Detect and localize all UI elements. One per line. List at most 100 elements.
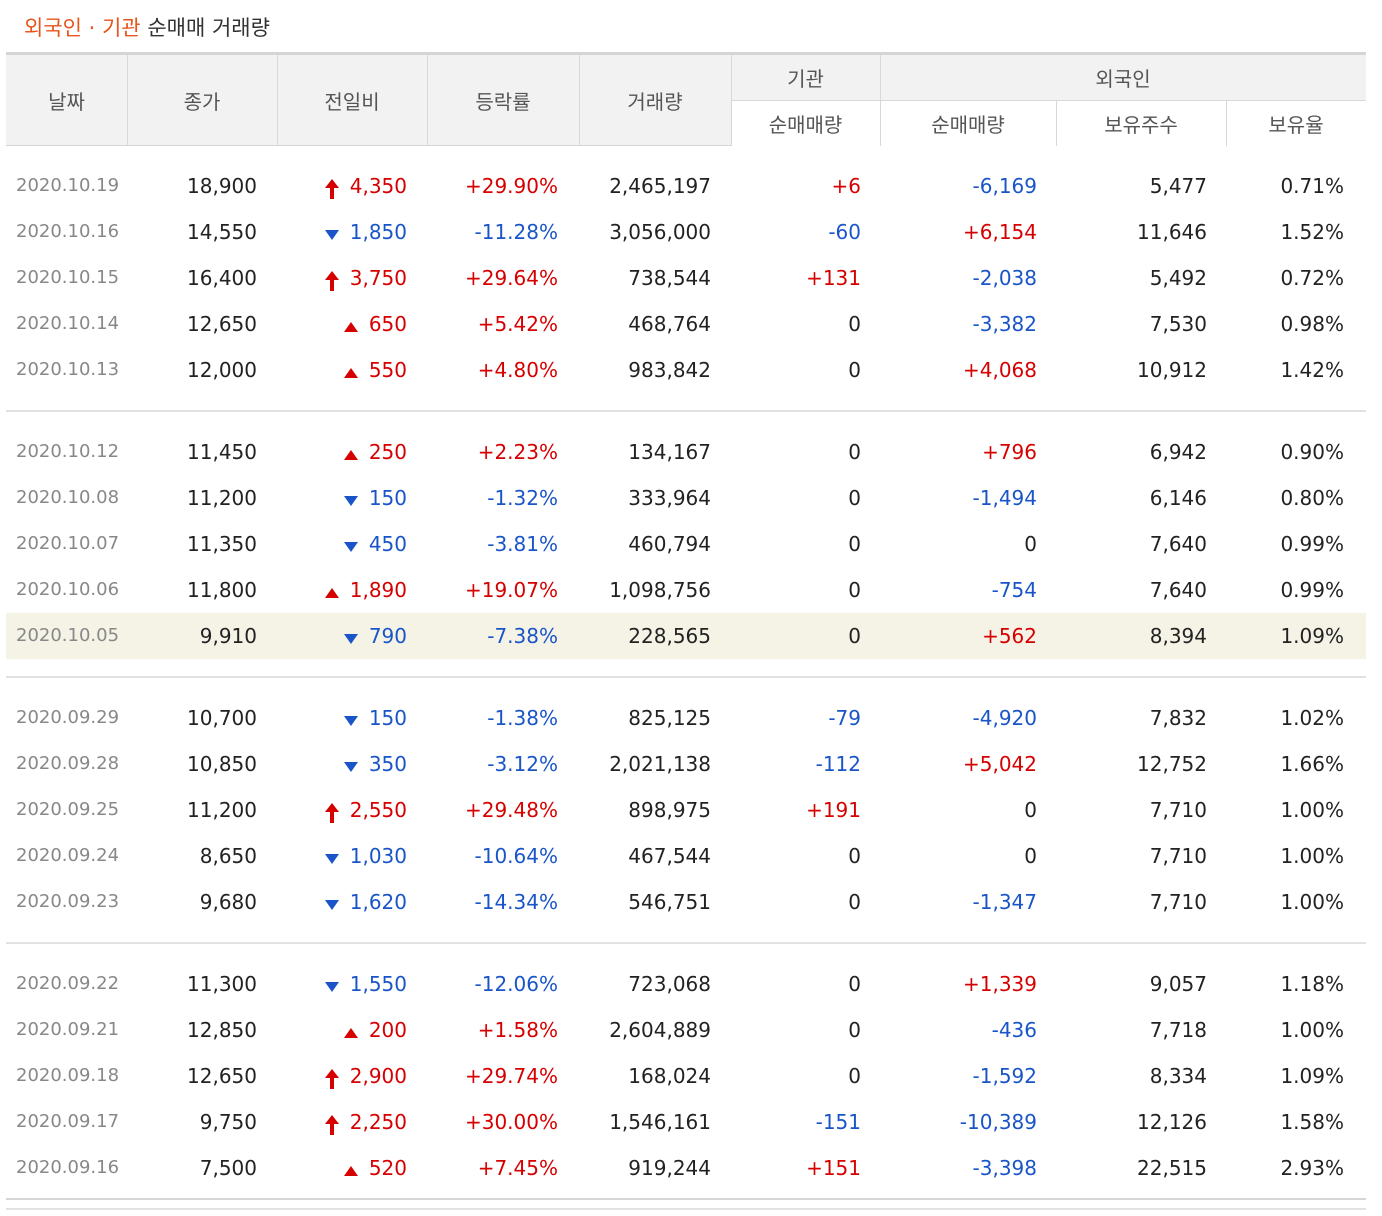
table-row[interactable]: 2020.09.17 9,750 2,250 +30.00% 1,546,161 -151… <box>6 1099 1366 1145</box>
foreigner-net-cell: +1,339 <box>962 972 1037 996</box>
header-volume: 거래량 <box>627 90 683 114</box>
foreigner-ratio-cell: 1.09% <box>1280 1064 1344 1088</box>
date-cell: 2020.09.18 <box>16 1065 120 1086</box>
table-row[interactable]: 2020.10.14 12,650 650 +5.42% 468,764 0 -3,382 7… <box>6 301 1366 347</box>
foreigner-ratio-cell: 1.00% <box>1280 844 1344 868</box>
institution-net-cell: 0 <box>848 890 861 914</box>
foreigner-ratio-cell: 0.99% <box>1280 578 1344 602</box>
foreigner-net-cell: -436 <box>991 1018 1037 1042</box>
header-close: 종가 <box>183 90 221 114</box>
date-cell: 2020.09.16 <box>16 1157 120 1178</box>
date-cell: 2020.10.16 <box>16 221 120 242</box>
foreigner-ratio-cell: 0.90% <box>1280 440 1344 464</box>
change-rate-cell: -3.12% <box>487 752 558 776</box>
foreigner-net-cell: +6,154 <box>962 220 1037 244</box>
foreigner-net-cell: -10,389 <box>959 1110 1037 1134</box>
header-forn-holdings: 보유주수 <box>1056 101 1226 146</box>
foreigner-ratio-cell: 1.18% <box>1280 972 1344 996</box>
institution-net-cell: 0 <box>848 1018 861 1042</box>
foreigner-holdings-cell: 5,492 <box>1149 266 1207 290</box>
table-row[interactable]: 2020.09.28 10,850 350 -3.12% 2,021,138 -112 +5… <box>6 741 1366 787</box>
date-cell: 2020.10.08 <box>16 487 120 508</box>
change-cell: 1,890 <box>276 567 407 613</box>
table-row[interactable]: 2020.09.24 8,650 1,030 -10.64% 467,544 0 0 7,71… <box>6 833 1366 879</box>
date-cell: 2020.09.17 <box>16 1111 120 1132</box>
change-cell: 1,030 <box>276 833 407 879</box>
header-foreigner: 외국인 <box>1095 67 1151 91</box>
table-row[interactable]: 2020.09.25 11,200 2,550 +29.48% 898,975 +191 0… <box>6 787 1366 833</box>
foreigner-ratio-cell: 1.00% <box>1280 890 1344 914</box>
foreigner-holdings-cell: 7,530 <box>1149 312 1207 336</box>
down-triangle-icon <box>322 835 342 881</box>
volume-cell: 983,842 <box>628 358 711 382</box>
upper-limit-arrow-icon <box>322 789 342 835</box>
header-divider <box>127 55 128 146</box>
table-row[interactable]: 2020.10.16 14,550 1,850 -11.28% 3,056,000 -60… <box>6 209 1366 255</box>
date-cell: 2020.09.29 <box>16 707 120 728</box>
close-price-cell: 7,500 <box>199 1156 257 1180</box>
close-price-cell: 9,680 <box>199 890 257 914</box>
table-row[interactable]: 2020.10.12 11,450 250 +2.23% 134,167 0 +796 6,9… <box>6 429 1366 475</box>
foreigner-net-cell: -3,382 <box>972 312 1037 336</box>
institution-net-cell: 0 <box>848 624 861 648</box>
table-row[interactable]: 2020.10.05 9,910 790 -7.38% 228,565 0 +562 8,39… <box>6 613 1366 659</box>
change-cell: 2,550 <box>276 787 407 833</box>
change-cell: 4,350 <box>276 163 407 209</box>
volume-cell: 1,546,161 <box>609 1110 711 1134</box>
foreigner-holdings-cell: 6,942 <box>1149 440 1207 464</box>
change-rate-cell: +29.90% <box>464 174 558 198</box>
change-rate-cell: +4.80% <box>477 358 558 382</box>
table-row[interactable]: 2020.10.15 16,400 3,750 +29.64% 738,544 +131 -… <box>6 255 1366 301</box>
foreigner-holdings-cell: 7,710 <box>1149 844 1207 868</box>
foreigner-holdings-cell: 7,718 <box>1149 1018 1207 1042</box>
foreigner-net-cell: -4,920 <box>972 706 1037 730</box>
foreigner-net-cell: +4,068 <box>962 358 1037 382</box>
change-value: 250 <box>368 440 407 464</box>
institution-net-cell: 0 <box>848 972 861 996</box>
volume-cell: 134,167 <box>628 440 711 464</box>
institution-net-cell: 0 <box>848 486 861 510</box>
header-divider <box>1226 101 1227 146</box>
foreigner-net-cell: 0 <box>1024 844 1037 868</box>
table-row[interactable]: 2020.10.07 11,350 450 -3.81% 460,794 0 0 7,640 0… <box>6 521 1366 567</box>
table-row[interactable]: 2020.10.13 12,000 550 +4.80% 983,842 0 +4,068 1… <box>6 347 1366 393</box>
down-triangle-icon <box>322 963 342 1009</box>
change-rate-cell: +7.45% <box>477 1156 558 1180</box>
table-row[interactable]: 2020.09.23 9,680 1,620 -14.34% 546,751 0 -1,34… <box>6 879 1366 925</box>
change-rate-cell: -3.81% <box>487 532 558 556</box>
table-row[interactable]: 2020.09.29 10,700 150 -1.38% 825,125 -79 -4,92… <box>6 695 1366 741</box>
close-price-cell: 11,350 <box>187 532 257 556</box>
change-cell: 1,550 <box>276 961 407 1007</box>
table-row[interactable]: 2020.09.16 7,500 520 +7.45% 919,244 +151 -3,39… <box>6 1145 1366 1191</box>
change-rate-cell: -7.38% <box>487 624 558 648</box>
date-cell: 2020.10.06 <box>16 579 120 600</box>
close-price-cell: 12,650 <box>187 312 257 336</box>
upper-limit-arrow-icon <box>322 1101 342 1147</box>
volume-cell: 228,565 <box>628 624 711 648</box>
foreigner-net-cell: 0 <box>1024 532 1037 556</box>
foreigner-ratio-cell: 1.66% <box>1280 752 1344 776</box>
foreigner-net-cell: -2,038 <box>972 266 1037 290</box>
change-value: 150 <box>368 486 407 510</box>
up-triangle-icon <box>341 303 361 349</box>
up-triangle-icon <box>341 1147 361 1193</box>
change-rate-cell: -11.28% <box>474 220 558 244</box>
table-row[interactable]: 2020.10.19 18,900 4,350 +29.90% 2,465,197 +6 -… <box>6 163 1366 209</box>
foreigner-net-cell: -1,347 <box>972 890 1037 914</box>
volume-cell: 2,021,138 <box>609 752 711 776</box>
row-group: 2020.10.19 18,900 4,350 +29.90% 2,465,197 +6 -… <box>6 146 1366 412</box>
change-value: 2,900 <box>349 1064 407 1088</box>
change-value: 1,620 <box>349 890 407 914</box>
change-value: 650 <box>368 312 407 336</box>
foreigner-holdings-cell: 8,334 <box>1149 1064 1207 1088</box>
table-row[interactable]: 2020.10.08 11,200 150 -1.32% 333,964 0 -1,494 6… <box>6 475 1366 521</box>
change-rate-cell: +29.74% <box>464 1064 558 1088</box>
row-group: 2020.10.12 11,450 250 +2.23% 134,167 0 +796 6,9… <box>6 412 1366 678</box>
upper-limit-arrow-icon <box>322 1055 342 1101</box>
foreigner-ratio-cell: 2.93% <box>1280 1156 1344 1180</box>
institution-net-cell: -79 <box>828 706 861 730</box>
table-row[interactable]: 2020.09.21 12,850 200 +1.58% 2,604,889 0 -436 7… <box>6 1007 1366 1053</box>
table-row[interactable]: 2020.09.18 12,650 2,900 +29.74% 168,024 0 -1,5… <box>6 1053 1366 1099</box>
table-row[interactable]: 2020.10.06 11,800 1,890 +19.07% 1,098,756 0 -7… <box>6 567 1366 613</box>
table-row[interactable]: 2020.09.22 11,300 1,550 -12.06% 723,068 0 +1,3… <box>6 961 1366 1007</box>
